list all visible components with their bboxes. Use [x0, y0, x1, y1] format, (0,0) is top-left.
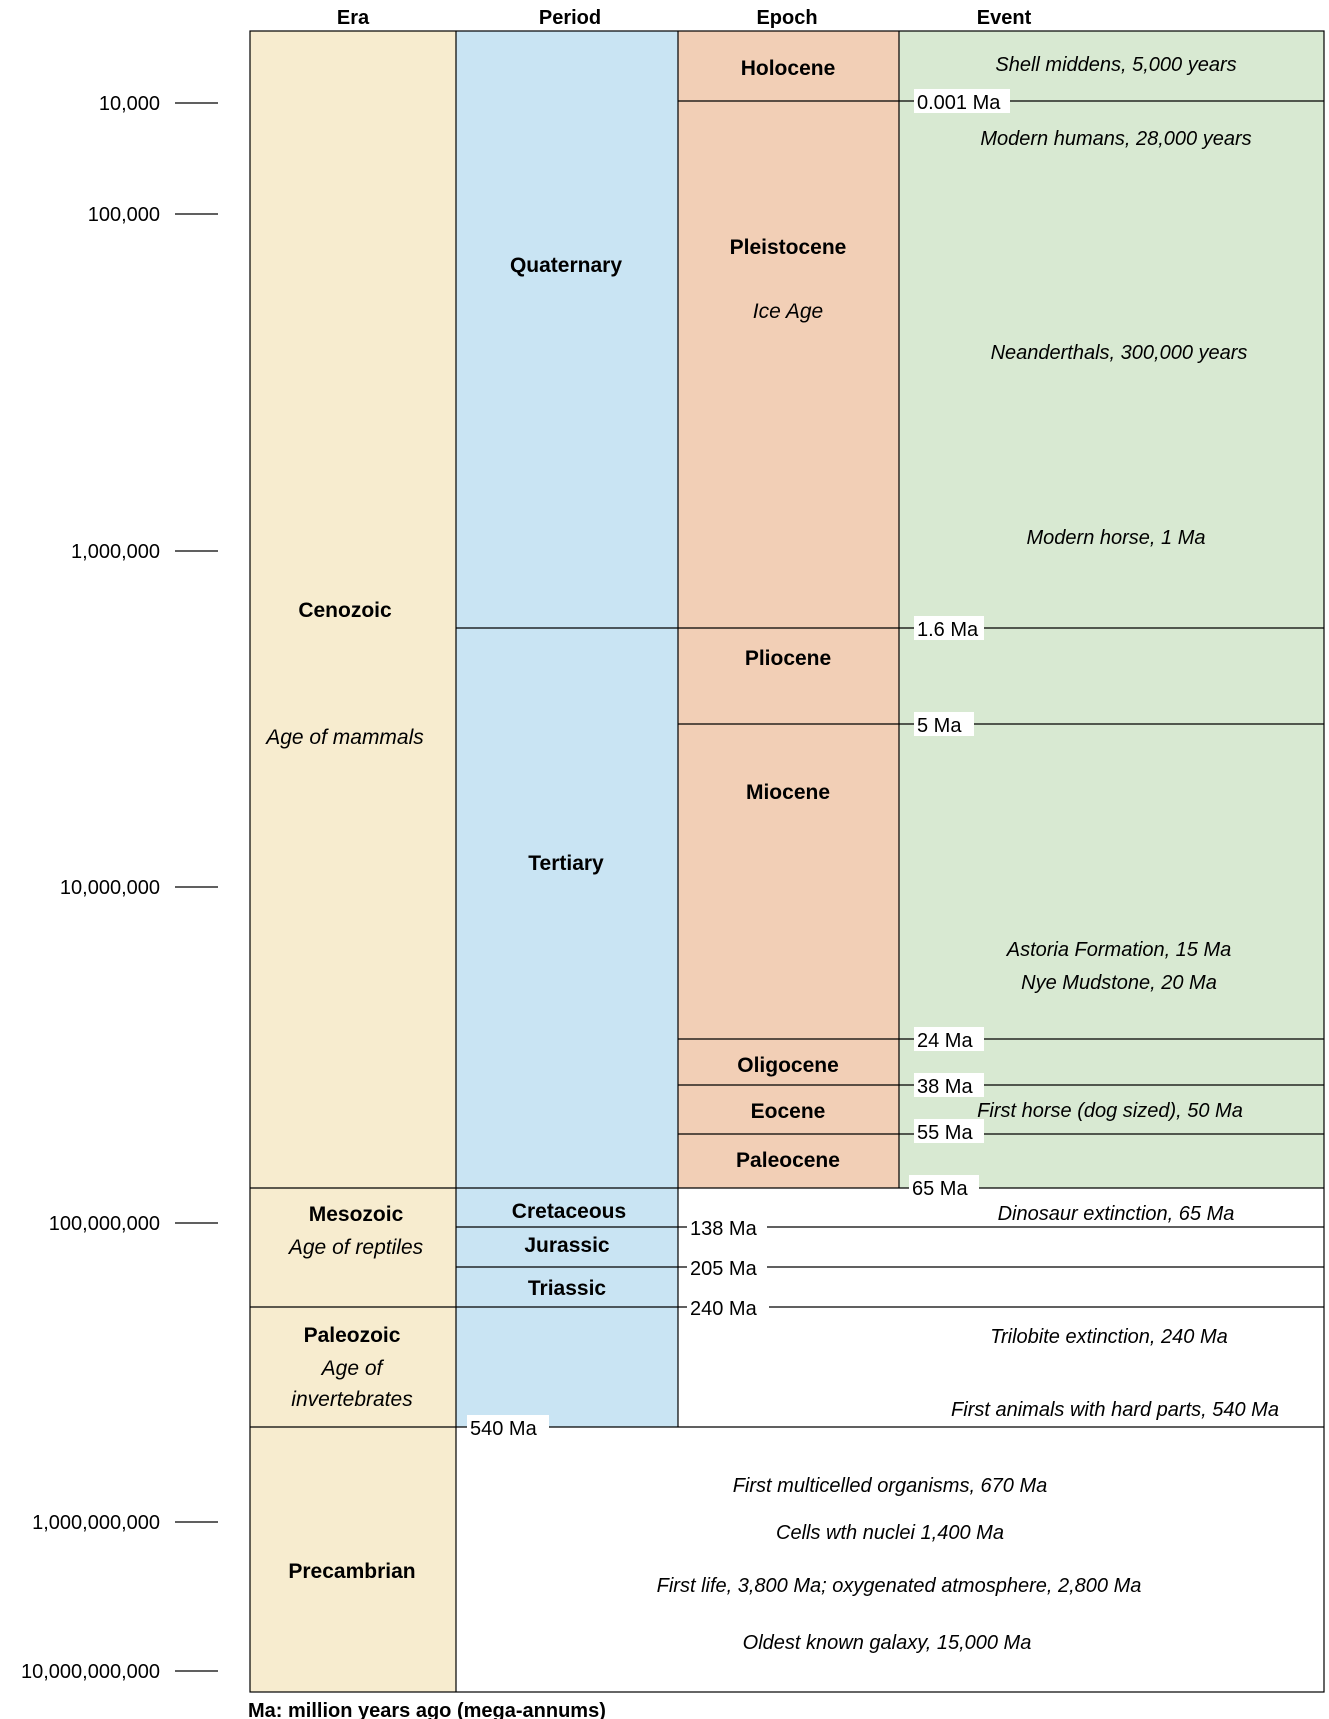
- period-name-tertiary: Tertiary: [528, 852, 604, 875]
- epoch-name-paleocene: Paleocene: [736, 1149, 840, 1172]
- event-label: Neanderthals, 300,000 years: [991, 342, 1248, 364]
- epoch-name-miocene: Miocene: [746, 781, 830, 804]
- boundary-label-box: [914, 712, 974, 736]
- period-name-quaternary: Quaternary: [510, 254, 622, 277]
- boundary-label-box: [687, 1255, 767, 1279]
- axis-label: 1,000,000: [71, 541, 160, 563]
- boundary-label-box: [914, 1119, 984, 1143]
- boundary-label: 540 Ma: [470, 1418, 538, 1440]
- footnote: Ma: million years ago (mega-annums): [248, 1700, 606, 1719]
- event-column-fill: [899, 31, 1324, 1188]
- event-label: Nye Mudstone, 20 Ma: [1021, 972, 1217, 994]
- period-name-triassic: Triassic: [528, 1277, 607, 1300]
- boundary-label: 240 Ma: [690, 1298, 758, 1320]
- boundary-label: 0.001 Ma: [917, 92, 1001, 114]
- event-label: Cells wth nuclei 1,400 Ma: [776, 1522, 1004, 1544]
- era-subtitle-cenozoic: Age of mammals: [264, 726, 424, 749]
- epoch-name-holocene: Holocene: [741, 57, 836, 80]
- era-subtitle-mesozoic: Age of reptiles: [287, 1236, 424, 1259]
- event-label: Shell middens, 5,000 years: [995, 54, 1236, 76]
- era-subtitle-paleozoic-line2: invertebrates: [291, 1388, 413, 1411]
- header-period: Period: [539, 7, 601, 29]
- event-label: Dinosaur extinction, 65 Ma: [998, 1203, 1235, 1225]
- period-column-fill: [456, 31, 678, 1427]
- axis-label: 1,000,000,000: [32, 1512, 160, 1534]
- boundary-label-box: [914, 1027, 984, 1051]
- boundary-label-box: [467, 1415, 549, 1439]
- axis-label: 100,000,000: [49, 1213, 160, 1235]
- boundary-label: 38 Ma: [917, 1076, 973, 1098]
- axis-label: 10,000,000: [60, 877, 160, 899]
- epoch-name-oligocene: Oligocene: [737, 1054, 839, 1077]
- epoch-subtitle-pleistocene: Ice Age: [753, 300, 823, 323]
- boundary-label-box: [914, 1073, 984, 1097]
- era-name-cenozoic: Cenozoic: [298, 599, 392, 622]
- event-label: First horse (dog sized), 50 Ma: [977, 1100, 1243, 1122]
- epoch-name-pliocene: Pliocene: [745, 647, 831, 670]
- boundary-label-box: [914, 616, 984, 640]
- era-subtitle-paleozoic-line1: Age of: [320, 1357, 385, 1380]
- epoch-column-fill: [678, 31, 899, 1188]
- boundary-label: 1.6 Ma: [917, 619, 979, 641]
- era-name-paleozoic: Paleozoic: [304, 1324, 401, 1347]
- boundary-label-box: [687, 1295, 769, 1319]
- header-epoch: Epoch: [756, 7, 817, 29]
- event-label: Modern humans, 28,000 years: [980, 128, 1251, 150]
- axis-label: 100,000: [88, 204, 160, 226]
- era-column-fill: [250, 31, 456, 1692]
- event-label: First multicelled organisms, 670 Ma: [733, 1475, 1048, 1497]
- header-era: Era: [337, 7, 370, 29]
- event-label: Modern horse, 1 Ma: [1027, 527, 1206, 549]
- event-label: First animals with hard parts, 540 Ma: [951, 1399, 1279, 1421]
- era-name-precambrian: Precambrian: [288, 1560, 415, 1583]
- event-label: Oldest known galaxy, 15,000 Ma: [743, 1632, 1032, 1654]
- boundary-label: 55 Ma: [917, 1122, 973, 1144]
- boundary-label: 65 Ma: [912, 1178, 968, 1200]
- period-name-cretaceous: Cretaceous: [512, 1200, 626, 1223]
- boundary-label: 5 Ma: [917, 715, 962, 737]
- boundary-label: 24 Ma: [917, 1030, 973, 1052]
- header-event: Event: [977, 7, 1032, 29]
- boundary-label-box: [914, 89, 1010, 113]
- axis-label: 10,000,000,000: [21, 1661, 160, 1683]
- boundary-label: 205 Ma: [690, 1258, 758, 1280]
- period-name-jurassic: Jurassic: [524, 1234, 610, 1257]
- epoch-name-eocene: Eocene: [751, 1100, 826, 1123]
- boundary-label-box: [909, 1175, 979, 1199]
- event-label: Trilobite extinction, 240 Ma: [990, 1326, 1228, 1348]
- boundary-label-box: [687, 1215, 767, 1239]
- epoch-name-pleistocene: Pleistocene: [730, 236, 847, 259]
- axis-label: 10,000: [99, 93, 160, 115]
- era-name-mesozoic: Mesozoic: [309, 1203, 404, 1226]
- boundary-label: 138 Ma: [690, 1218, 758, 1240]
- event-label: Astoria Formation, 15 Ma: [1006, 939, 1232, 961]
- event-label: First life, 3,800 Ma; oxygenated atmosph…: [657, 1575, 1142, 1597]
- diagram-border: [249, 30, 1325, 1693]
